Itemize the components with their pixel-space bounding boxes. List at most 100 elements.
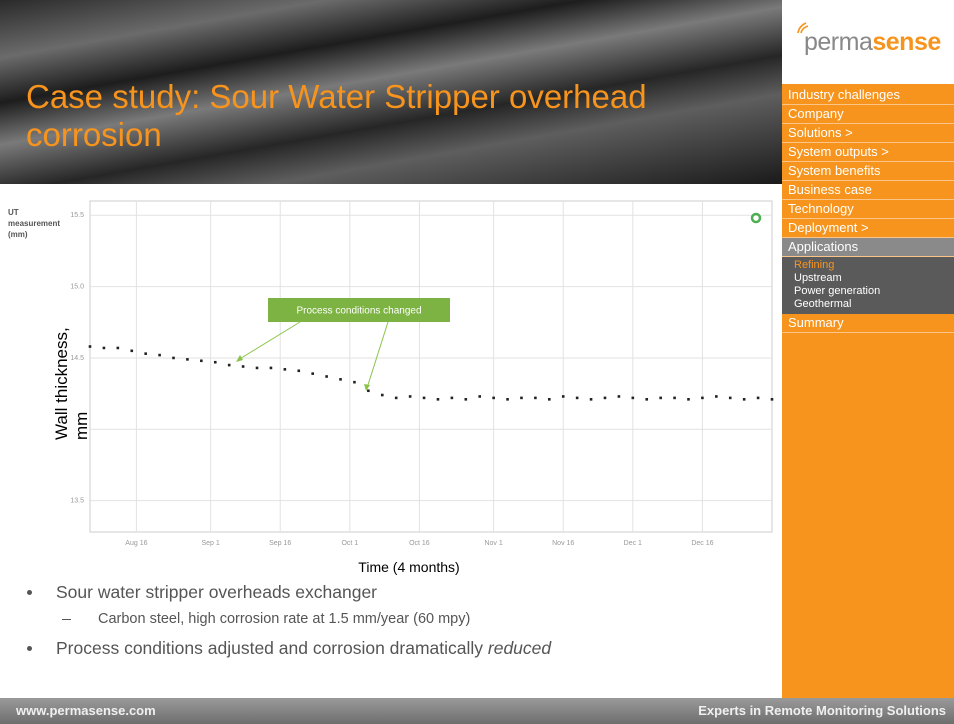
menu-item[interactable]: Business case [782, 181, 954, 200]
data-point [353, 380, 356, 384]
menu-item[interactable]: System benefits [782, 162, 954, 181]
x-tick-label: Aug 16 [125, 540, 147, 547]
menu-item[interactable]: System outputs > [782, 143, 954, 162]
data-point [394, 396, 398, 400]
data-point [450, 396, 454, 400]
data-point [770, 398, 774, 401]
y-tick-label: 15.5 [70, 212, 84, 219]
submenu-item[interactable]: Refining [794, 259, 835, 271]
annotation-arrow [366, 321, 389, 389]
submenu: Refining Upstream Power generation Geotherm… [782, 257, 954, 314]
data-point [283, 368, 287, 371]
footer-url: www.permasense.com [16, 703, 156, 718]
data-point [408, 395, 412, 398]
bullet-list: Sour water stripper overheads exchanger C… [22, 580, 772, 664]
chart: 13.5 14.5 15.0 15.5 Aug 16 Sep 1 Sep 16 Oct 1 Oc… [8, 200, 774, 547]
submenu-item[interactable]: Power generation [794, 285, 881, 297]
annotation-arrowhead [236, 355, 243, 362]
submenu-item[interactable]: Upstream [794, 272, 842, 284]
y-axis-label: measurement [8, 219, 60, 228]
data-point [172, 356, 175, 360]
x-tick-label: Oct 1 [341, 540, 358, 547]
data-point [311, 372, 314, 375]
bullet: Sour water stripper overheads exchanger [22, 580, 772, 604]
data-point [520, 396, 523, 400]
menu-item[interactable]: Summary [782, 314, 954, 333]
menu-item[interactable]: Applications [782, 238, 954, 257]
logo-mark [797, 22, 809, 34]
header-image [0, 0, 782, 184]
data-point [186, 358, 189, 361]
footer-tagline: Experts in Remote Monitoring Solutions [698, 703, 946, 718]
overlay-ylabel-line: Wall thickness, [52, 327, 71, 440]
data-point [297, 369, 301, 373]
logo-plain: perma [804, 28, 873, 56]
bullet-text: Process conditions adjusted and corrosio… [56, 638, 488, 658]
data-point [88, 345, 92, 348]
annotation-arrowhead [364, 384, 370, 391]
plot-area [89, 200, 773, 533]
annotation-box [268, 298, 450, 322]
data-point [659, 396, 662, 400]
data-point [158, 353, 161, 357]
data-point [756, 396, 760, 400]
x-tick-label: Nov 1 [484, 540, 502, 547]
data-point [673, 396, 676, 400]
overlay-ylabel-line: mm [72, 411, 91, 440]
x-tick-label: Dec 1 [624, 540, 642, 547]
data-point [144, 352, 147, 355]
refresh-icon [750, 212, 762, 224]
y-axis-label: (mm) [8, 230, 28, 239]
bullet-emphasis: reduced [487, 638, 552, 658]
data-point [687, 398, 690, 401]
x-tick-label: Sep 1 [201, 540, 219, 547]
data-point [478, 395, 482, 398]
data-point [589, 398, 593, 401]
data-point [575, 396, 579, 400]
y-tick-label: 13.5 [70, 497, 84, 504]
data-point [715, 395, 718, 398]
data-point [506, 398, 509, 401]
logo: permasense [804, 28, 941, 57]
x-tick-label: Nov 16 [552, 540, 574, 547]
data-point [492, 396, 495, 400]
data-point [213, 360, 217, 364]
annotation-arrow [237, 321, 301, 361]
menu-item[interactable]: Company [782, 105, 954, 124]
bullet: Process conditions adjusted and corrosio… [22, 636, 772, 660]
data-point [269, 366, 273, 370]
data-point [380, 393, 384, 397]
sub-bullet: Carbon steel, high corrosion rate at 1.5… [22, 608, 772, 630]
data-point [116, 346, 120, 350]
bullet-text: Sour water stripper overheads exchanger [56, 582, 378, 602]
menu-item[interactable]: Technology [782, 200, 954, 219]
menu-item[interactable]: Deployment > [782, 219, 954, 238]
data-point [422, 396, 426, 400]
y-tick-label: 14.5 [70, 355, 84, 362]
data-point [102, 346, 106, 350]
data-point [617, 395, 621, 398]
data-point [130, 349, 134, 353]
x-tick-label: Oct 16 [409, 540, 430, 547]
data-point [728, 396, 732, 400]
slide-title: Case study: Sour Water Stripper overhead… [26, 78, 647, 153]
y-axis-label: UT [8, 208, 19, 217]
menu-item[interactable]: Solutions > [782, 124, 954, 143]
menu-item[interactable]: Industry challenges [782, 86, 954, 105]
data-point [227, 363, 231, 367]
data-point [548, 398, 551, 401]
data-point [645, 398, 649, 401]
data-point [325, 375, 328, 378]
data-point [200, 359, 203, 363]
data-point [464, 398, 468, 401]
data-point [339, 378, 342, 381]
data-point [255, 366, 259, 370]
submenu-item[interactable]: Geothermal [794, 298, 852, 310]
overlay-ylabel: Wall thickness, mm [12, 327, 91, 440]
logo-area [782, 0, 954, 84]
data-point [631, 396, 635, 400]
data-point [367, 389, 370, 393]
data-point [534, 396, 537, 400]
x-axis-label: Time (4 months) [270, 556, 548, 578]
